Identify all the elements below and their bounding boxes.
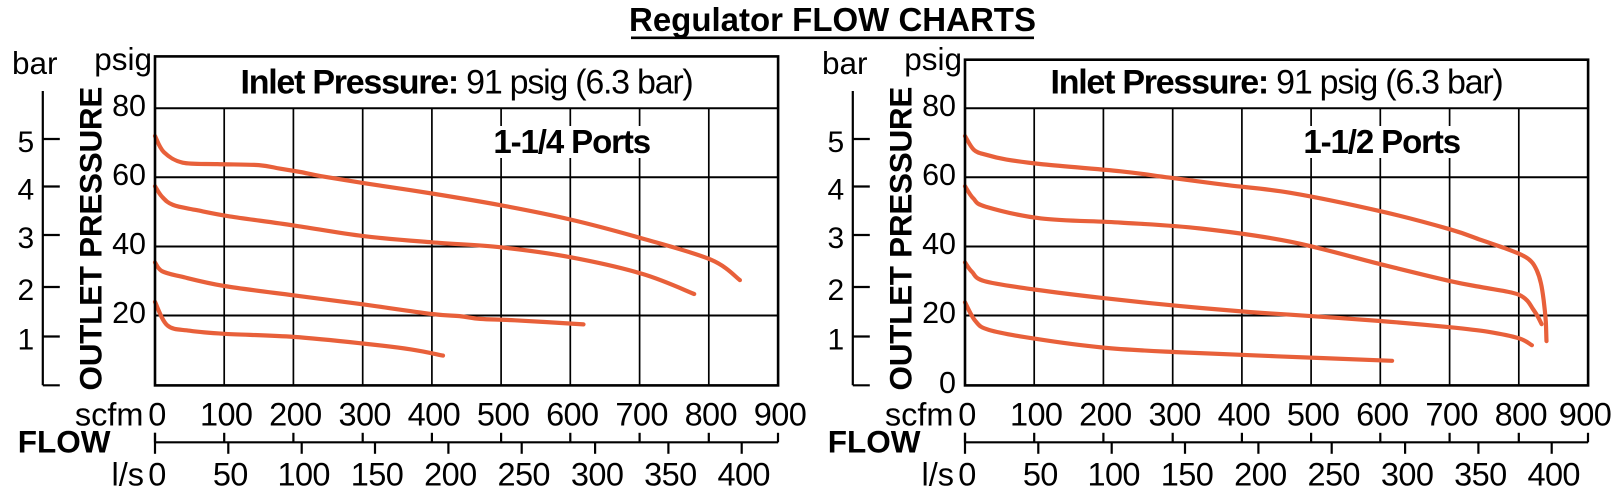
svg-text:0: 0 [148, 457, 165, 493]
svg-text:OUTLET PRESSURE: OUTLET PRESSURE [883, 87, 919, 391]
svg-text:2: 2 [827, 274, 844, 307]
svg-text:scfm: scfm [75, 397, 144, 433]
svg-text:Regulator FLOW CHARTS: Regulator FLOW CHARTS [629, 1, 1036, 38]
svg-text:0: 0 [958, 457, 975, 493]
svg-text:700: 700 [615, 397, 667, 433]
svg-text:150: 150 [351, 457, 403, 493]
svg-text:1-1/4 Ports: 1-1/4 Ports [493, 123, 650, 160]
svg-text:3: 3 [827, 222, 844, 255]
svg-text:80: 80 [922, 89, 956, 123]
svg-text:600: 600 [1356, 397, 1408, 433]
svg-text:bar: bar [12, 45, 58, 81]
svg-text:l/s: l/s [922, 457, 955, 493]
svg-text:100: 100 [277, 457, 329, 493]
svg-text:250: 250 [497, 457, 549, 493]
svg-text:400: 400 [1527, 457, 1579, 493]
svg-text:4: 4 [827, 174, 844, 207]
svg-text:60: 60 [922, 158, 956, 192]
svg-text:50: 50 [213, 457, 248, 493]
svg-text:1: 1 [17, 324, 34, 357]
svg-text:FLOW: FLOW [18, 424, 111, 460]
svg-text:200: 200 [424, 457, 476, 493]
svg-text:300: 300 [571, 457, 623, 493]
svg-text:300: 300 [1381, 457, 1433, 493]
svg-text:40: 40 [112, 227, 146, 261]
svg-text:80: 80 [112, 89, 146, 123]
svg-text:200: 200 [1079, 397, 1131, 433]
svg-text:5: 5 [827, 126, 844, 159]
svg-text:3: 3 [17, 222, 34, 255]
svg-text:l/s: l/s [112, 457, 145, 493]
svg-text:800: 800 [1495, 397, 1547, 433]
svg-text:400: 400 [1218, 397, 1270, 433]
svg-text:60: 60 [112, 158, 146, 192]
svg-text:0: 0 [958, 397, 975, 433]
svg-text:600: 600 [546, 397, 598, 433]
svg-text:800: 800 [685, 397, 737, 433]
svg-text:20: 20 [922, 296, 956, 330]
svg-text:FLOW: FLOW [828, 424, 921, 460]
svg-text:Inlet Pressure: 91 psig (6.3 b: Inlet Pressure: 91 psig (6.3 bar) [1051, 64, 1503, 102]
svg-text:250: 250 [1307, 457, 1359, 493]
svg-text:200: 200 [1234, 457, 1286, 493]
svg-text:40: 40 [922, 227, 956, 261]
svg-text:400: 400 [717, 457, 769, 493]
svg-text:400: 400 [408, 397, 460, 433]
svg-text:5: 5 [17, 126, 34, 159]
svg-text:0: 0 [939, 366, 956, 400]
svg-text:900: 900 [754, 397, 806, 433]
svg-text:20: 20 [112, 296, 146, 330]
svg-text:scfm: scfm [885, 397, 954, 433]
svg-text:OUTLET PRESSURE: OUTLET PRESSURE [73, 87, 109, 391]
svg-text:500: 500 [477, 397, 529, 433]
svg-text:300: 300 [338, 397, 390, 433]
svg-text:700: 700 [1425, 397, 1477, 433]
svg-text:200: 200 [269, 397, 321, 433]
svg-text:2: 2 [17, 274, 34, 307]
svg-text:300: 300 [1148, 397, 1200, 433]
svg-text:350: 350 [1454, 457, 1506, 493]
svg-text:900: 900 [1559, 397, 1611, 433]
svg-text:50: 50 [1023, 457, 1058, 493]
svg-text:1-1/2 Ports: 1-1/2 Ports [1303, 123, 1460, 160]
svg-text:bar: bar [822, 45, 868, 81]
svg-text:psig: psig [94, 41, 152, 77]
svg-text:150: 150 [1161, 457, 1213, 493]
svg-text:1: 1 [827, 324, 844, 357]
svg-text:500: 500 [1287, 397, 1339, 433]
svg-text:4: 4 [17, 174, 34, 207]
svg-text:100: 100 [1010, 397, 1062, 433]
svg-text:0: 0 [148, 397, 165, 433]
svg-text:100: 100 [1087, 457, 1139, 493]
svg-text:350: 350 [644, 457, 696, 493]
svg-text:Inlet Pressure: 91 psig (6.3 b: Inlet Pressure: 91 psig (6.3 bar) [241, 64, 693, 102]
svg-text:psig: psig [904, 41, 962, 77]
svg-text:100: 100 [200, 397, 252, 433]
